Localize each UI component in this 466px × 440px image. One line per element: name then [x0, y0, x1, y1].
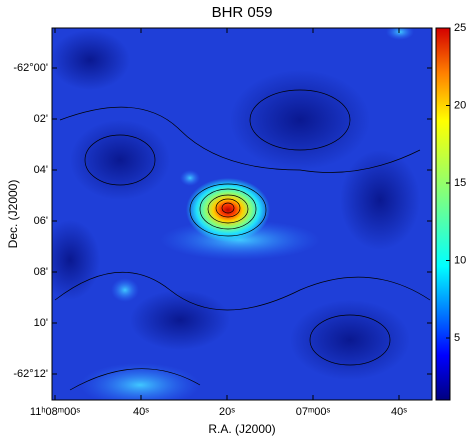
- map: [52, 28, 432, 400]
- title: BHR 059: [212, 4, 273, 21]
- y-tick-label: 08': [34, 266, 48, 278]
- colorbar-tick-label: 10: [454, 254, 466, 266]
- y-tick-label: 04': [34, 164, 48, 176]
- plot-frame: [51, 27, 433, 401]
- x-tick-label: 40ˢ: [391, 406, 407, 418]
- x-tick-label: 20ˢ: [219, 406, 235, 418]
- y-tick-label: 10': [34, 317, 48, 329]
- y-tick-label: -62°00': [13, 62, 48, 74]
- y-tick-label: -62°12': [13, 368, 48, 380]
- y-tick-label: 06': [34, 215, 48, 227]
- x-tick-label: 40ˢ: [133, 406, 149, 418]
- colorbar-tick-label: 5: [454, 332, 460, 344]
- colorbar-tick-label: 15: [454, 177, 466, 189]
- x-tick-label: 07ᵐ00ˢ: [296, 406, 331, 418]
- colorbar-tick-label: 25: [454, 22, 466, 34]
- colorbar-tick-label: 20: [454, 99, 466, 111]
- colorbar: [435, 27, 451, 401]
- y-tick-label: 02': [34, 113, 48, 125]
- y-label: Dec. (J2000): [6, 180, 20, 249]
- x-label: R.A. (J2000): [208, 422, 275, 436]
- x-tick-label: 11ʰ08ᵐ00ˢ: [30, 406, 80, 418]
